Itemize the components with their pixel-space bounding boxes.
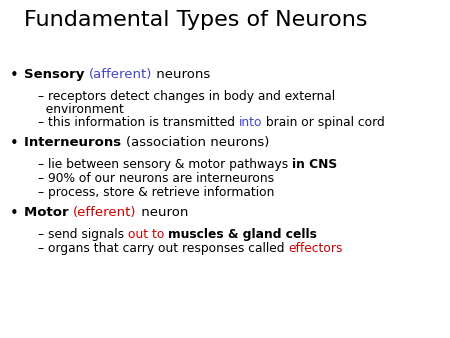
Text: – process, store & retrieve information: – process, store & retrieve information xyxy=(38,186,274,199)
Text: •: • xyxy=(10,206,19,221)
Text: – lie between sensory & motor pathways: – lie between sensory & motor pathways xyxy=(38,158,292,171)
Text: (association neurons): (association neurons) xyxy=(126,136,269,149)
Text: neurons: neurons xyxy=(153,68,211,81)
Text: (afferent): (afferent) xyxy=(89,68,153,81)
Text: •: • xyxy=(10,136,19,151)
Text: •: • xyxy=(10,68,19,83)
Text: muscles & gland cells: muscles & gland cells xyxy=(168,228,317,241)
Text: neuron: neuron xyxy=(137,206,188,219)
Text: (efferent): (efferent) xyxy=(73,206,137,219)
Text: brain or spinal cord: brain or spinal cord xyxy=(262,116,385,129)
Text: – this information is transmitted: – this information is transmitted xyxy=(38,116,239,129)
Text: Interneurons: Interneurons xyxy=(24,136,126,149)
Text: – send signals: – send signals xyxy=(38,228,128,241)
Text: environment: environment xyxy=(38,103,124,116)
Text: into: into xyxy=(239,116,262,129)
Text: – organs that carry out responses called: – organs that carry out responses called xyxy=(38,242,288,255)
Text: in CNS: in CNS xyxy=(292,158,337,171)
Text: – 90% of our neurons are interneurons: – 90% of our neurons are interneurons xyxy=(38,172,274,185)
Text: out to: out to xyxy=(128,228,164,241)
Text: effectors: effectors xyxy=(288,242,343,255)
Text: – receptors detect changes in body and external: – receptors detect changes in body and e… xyxy=(38,90,335,103)
Text: Motor: Motor xyxy=(24,206,73,219)
Text: Sensory: Sensory xyxy=(24,68,89,81)
Text: Fundamental Types of Neurons: Fundamental Types of Neurons xyxy=(24,10,368,30)
